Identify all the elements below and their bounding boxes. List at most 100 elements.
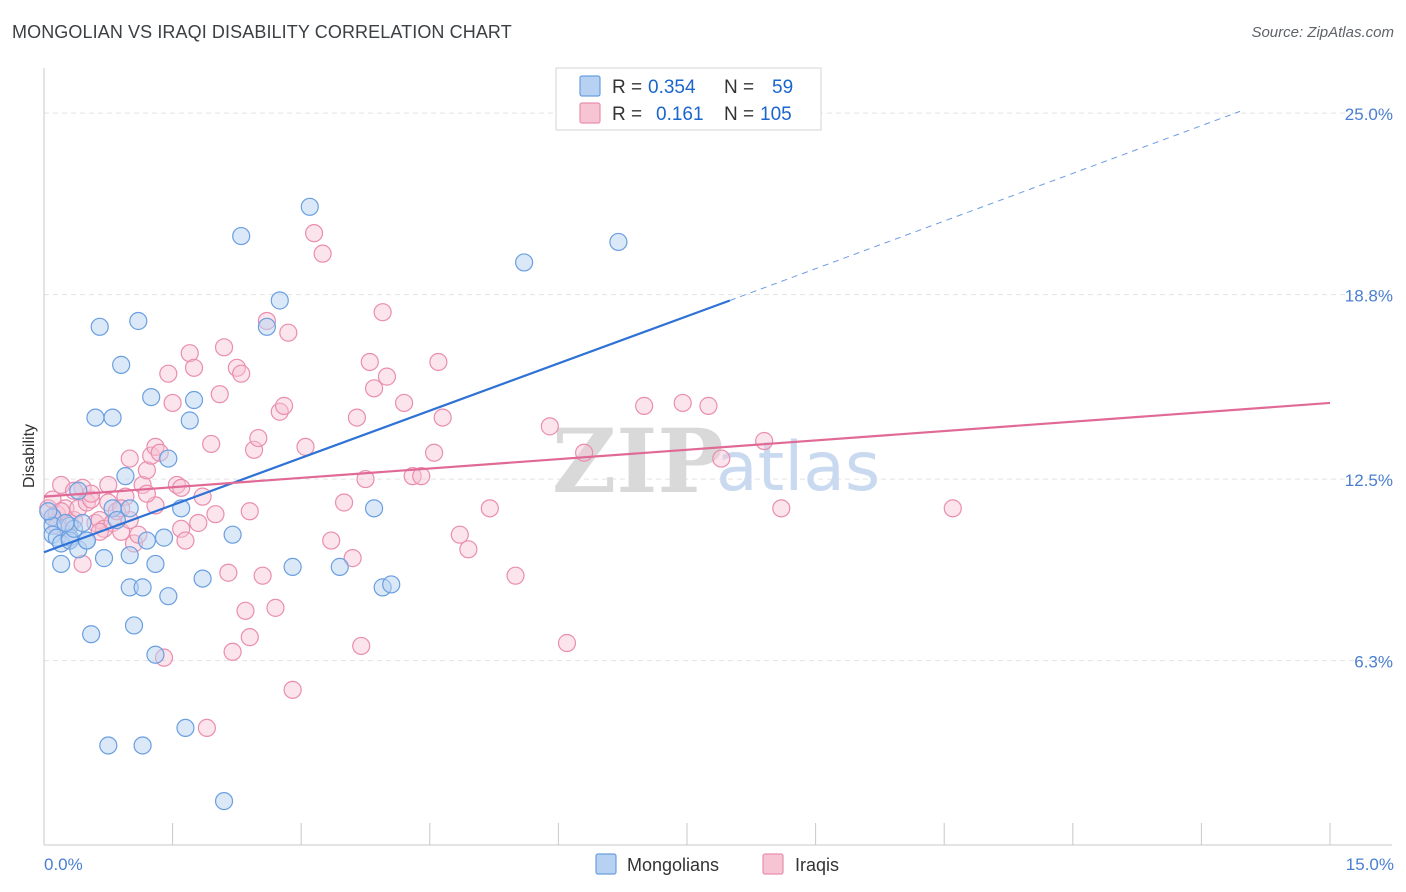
mongolian-point — [283, 557, 302, 576]
iraqi-point — [240, 628, 259, 647]
legend-r-label-mongolian: R = — [612, 77, 642, 98]
iraqi-point — [120, 449, 139, 468]
iraqi-point — [364, 379, 384, 398]
legend-r-label-iraqi: R = — [612, 104, 642, 125]
y-axis-label: Disability — [21, 424, 38, 488]
iraqi-point — [424, 443, 444, 462]
iraqi-point — [347, 408, 367, 427]
iraqi-point — [373, 303, 392, 322]
iraqi-point — [137, 461, 156, 480]
iraqi-point — [210, 385, 229, 404]
series-legend-swatch-mongolians — [595, 853, 617, 875]
mongolian-point — [154, 528, 174, 547]
iraqi-point — [163, 393, 182, 413]
series-legend-swatch-iraqis — [762, 853, 784, 875]
iraqi-point — [433, 408, 452, 427]
iraqi-point — [82, 490, 101, 509]
iraqi-point — [197, 718, 216, 738]
mongolian-point — [56, 513, 75, 533]
mongolian-point — [86, 408, 105, 427]
iraqi-point — [253, 566, 272, 585]
mongolian-point — [142, 387, 161, 407]
mongolian-point — [382, 575, 401, 594]
iraqi-point — [394, 393, 414, 413]
mongolian-point — [103, 408, 122, 427]
iraqi-point — [184, 358, 204, 377]
legend-r-value-iraqi: 0.161 — [656, 104, 704, 125]
x-tick-labels: 0.0% 15.0% — [44, 855, 1394, 874]
iraqi-point — [283, 680, 302, 699]
iraqi-point — [304, 224, 324, 243]
mongolian-point — [120, 546, 139, 565]
legend-n-value-iraqi: 105 — [760, 104, 792, 125]
iraqi-point — [450, 525, 469, 544]
axes — [43, 68, 1392, 846]
y-tick-label: 6.3% — [1354, 653, 1393, 672]
iraqi-point — [360, 352, 379, 372]
iraqi-point — [459, 540, 478, 559]
mongolian-point — [146, 554, 165, 574]
iraqi-point — [480, 499, 499, 518]
mongolian-point — [99, 736, 118, 755]
iraqi-point — [540, 417, 559, 436]
iraqi-point — [236, 601, 255, 620]
watermark-atlas: atlas — [716, 428, 880, 507]
iraqi-point — [180, 344, 199, 363]
iraqi-point — [240, 502, 259, 521]
mongolian-point — [112, 355, 131, 374]
iraqi-point — [506, 566, 525, 585]
iraqi-point — [274, 396, 294, 415]
iraqi-point — [352, 636, 371, 656]
iraqi-point — [202, 434, 221, 454]
iraqi-point — [755, 431, 774, 451]
mongolian-point — [137, 531, 156, 550]
x-tick-label: 0.0% — [44, 855, 83, 874]
iraqi-point — [343, 549, 362, 568]
iraqi-point — [334, 493, 354, 512]
mongolian-point — [184, 390, 204, 410]
legend-n-label-mongolian: N = — [724, 77, 754, 98]
mongolian-point — [330, 557, 349, 576]
mongolian-point — [129, 311, 148, 331]
mongolian-point — [116, 467, 135, 486]
mongolian-point — [223, 525, 242, 544]
iraqi-point — [159, 364, 178, 383]
mongolian-point — [133, 736, 152, 755]
mongolian-point — [90, 317, 109, 336]
legend-n-value-mongolian: 59 — [772, 77, 793, 98]
iraqi-point — [322, 531, 341, 550]
x-tick-label: 15.0% — [1346, 855, 1394, 874]
mongolian-point — [515, 253, 534, 272]
iraqi-trend-line — [43, 401, 1331, 498]
iraqi-point — [232, 364, 251, 383]
iraqi-point — [635, 396, 654, 415]
y-tick-label: 18.8% — [1345, 287, 1393, 306]
trend-lines — [43, 110, 1331, 554]
iraqi-point — [356, 469, 375, 489]
iraqi-point — [943, 499, 962, 518]
y-tick-labels: 6.3% 12.5% 18.8% 25.0% — [1345, 105, 1393, 671]
iraqi-point — [206, 505, 225, 524]
mongolian-points — [39, 197, 628, 811]
series-legend: Mongolians Iraqis — [595, 853, 839, 875]
mongolian-point — [232, 226, 251, 246]
iraqi-point — [223, 642, 242, 661]
source-label: Source: ZipAtlas.com — [1251, 24, 1394, 41]
iraqi-point — [244, 440, 264, 459]
mongolian-point — [193, 569, 212, 588]
mongolian-point — [69, 481, 88, 500]
mongolian-point — [214, 791, 234, 811]
series-legend-label-mongolians: Mongolians — [627, 855, 719, 875]
iraqi-point — [772, 499, 791, 518]
iraqi-point — [219, 563, 238, 582]
legend-n-label-iraqi: N = — [724, 104, 754, 125]
legend-r-value-mongolian: 0.354 — [648, 77, 696, 98]
iraqi-point — [673, 393, 692, 413]
mongolian-point — [364, 499, 384, 518]
mongolian-point — [52, 554, 71, 574]
iraqi-point — [699, 396, 718, 415]
mongolian-point — [270, 291, 289, 310]
mongolian-point — [124, 616, 144, 635]
iraqi-point — [189, 513, 208, 533]
